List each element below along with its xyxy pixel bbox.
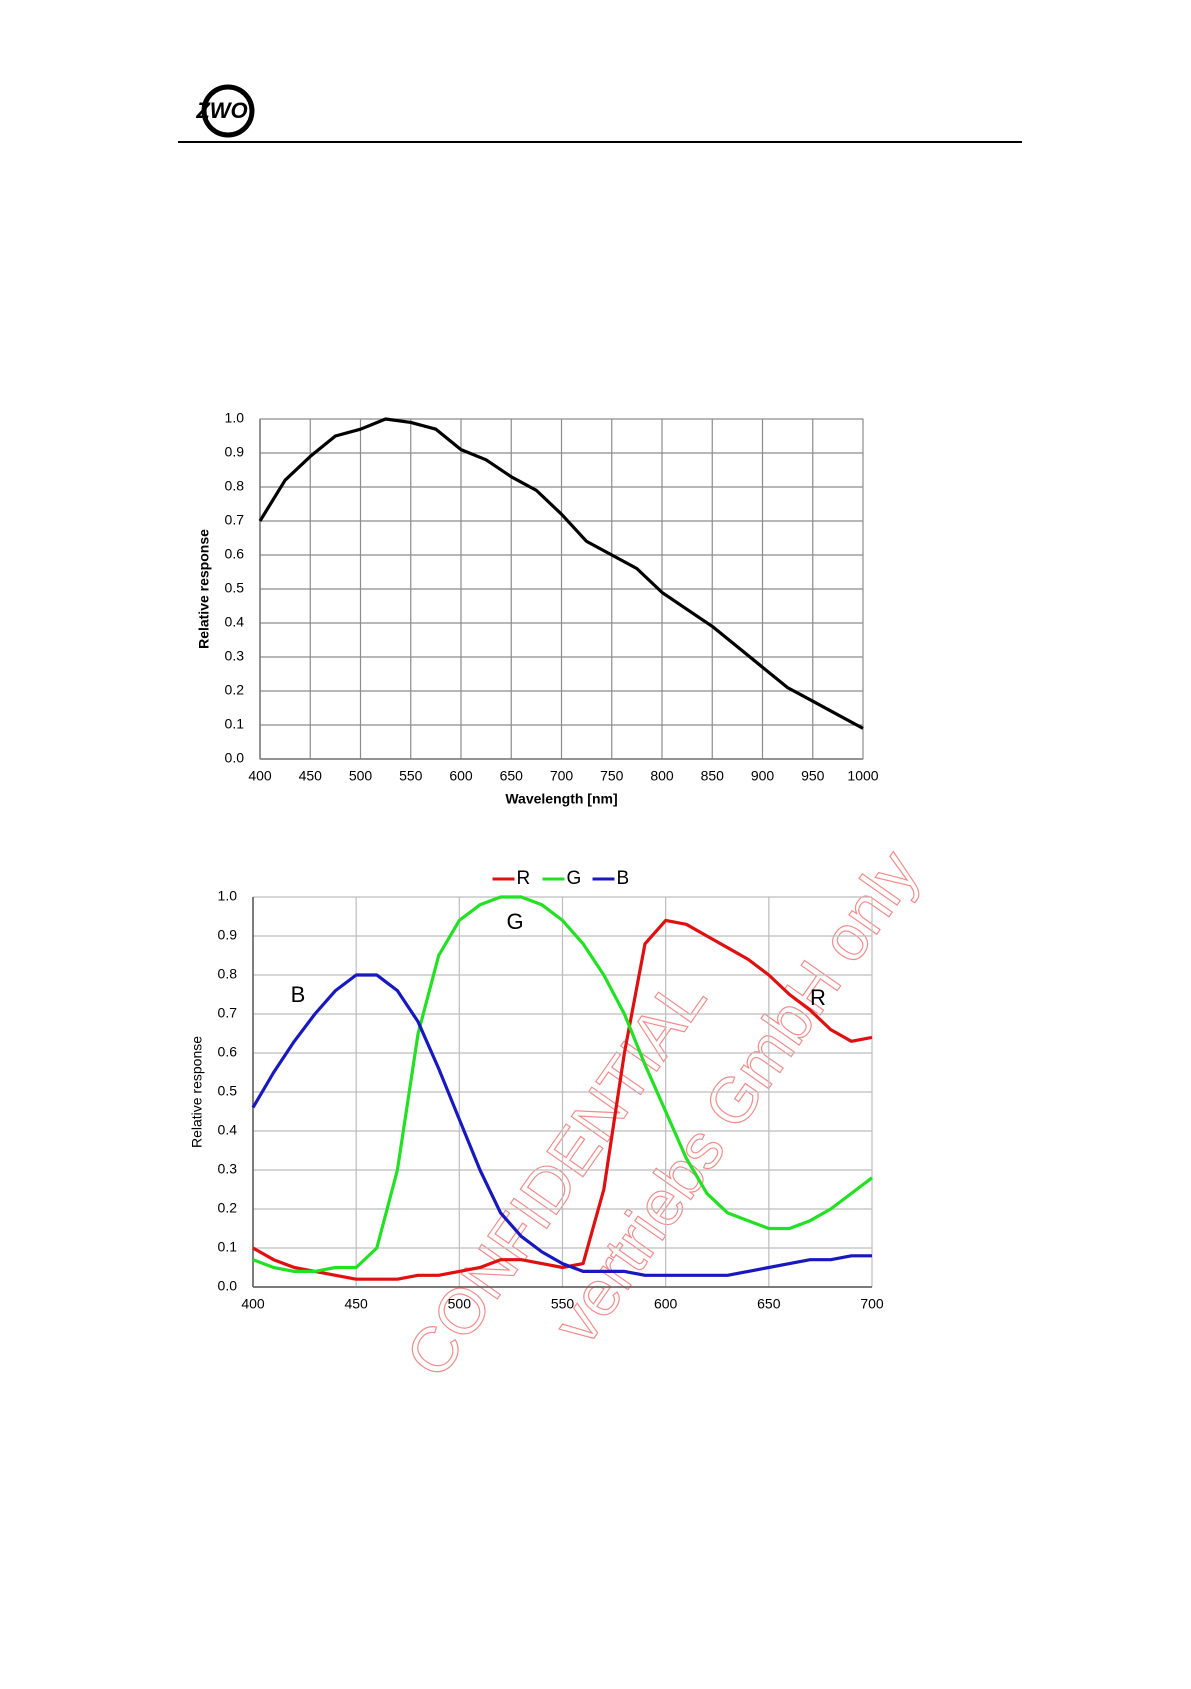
y-tick-label: 0.7 <box>225 512 245 528</box>
x-tick-label: 650 <box>500 768 524 784</box>
x-tick-label: 650 <box>757 1296 781 1312</box>
y-tick-label: 0.7 <box>218 1005 238 1021</box>
x-tick-label: 500 <box>349 768 373 784</box>
x-tick-label: 700 <box>550 768 574 784</box>
x-tick-label: 450 <box>299 768 323 784</box>
series-line <box>258 417 864 730</box>
y-tick-label: 0.6 <box>218 1044 238 1060</box>
y-axis-title: Relative response <box>189 1036 205 1148</box>
y-tick-label: 0.9 <box>225 444 245 460</box>
y-tick-label: 0.6 <box>225 546 245 562</box>
plot-frame <box>259 418 864 760</box>
y-tick-label: 0.2 <box>218 1200 238 1216</box>
y-tick-label: 0.0 <box>225 750 245 766</box>
x-tick-label: 900 <box>751 768 775 784</box>
series-line <box>252 918 873 1281</box>
logo: ZWO <box>195 84 255 138</box>
series-line <box>251 973 872 1277</box>
x-tick-label: 550 <box>399 768 423 784</box>
y-tick-label: 0.2 <box>225 682 245 698</box>
y-tick-label: 0.9 <box>218 927 238 943</box>
legend-label: R <box>517 868 531 889</box>
x-tick-label: 550 <box>551 1296 575 1312</box>
x-tick-label: 500 <box>448 1296 472 1312</box>
legend-label: G <box>567 868 582 889</box>
x-tick-label: 700 <box>860 1296 884 1312</box>
y-tick-label: 0.1 <box>218 1239 238 1255</box>
annotation: G <box>506 909 523 934</box>
y-tick-label: 1.0 <box>218 888 238 904</box>
x-tick-label: 400 <box>241 1296 265 1312</box>
y-tick-label: 0.5 <box>218 1083 238 1099</box>
logo-ring <box>201 84 255 138</box>
x-tick-label: 1000 <box>847 768 878 784</box>
y-tick-label: 0.3 <box>218 1161 238 1177</box>
logo-text: ZWO <box>195 98 247 123</box>
legend-label: B <box>617 868 630 889</box>
series-line <box>252 895 873 1273</box>
x-axis-title: Wavelength [nm] <box>505 791 617 807</box>
y-tick-label: 0.3 <box>225 648 245 664</box>
x-tick-label: 950 <box>801 768 825 784</box>
y-tick-label: 0.0 <box>218 1278 238 1294</box>
y-axis-title: Relative response <box>196 529 212 649</box>
x-tick-label: 750 <box>600 768 624 784</box>
y-tick-label: 0.4 <box>218 1122 238 1138</box>
y-tick-label: 0.4 <box>225 614 245 630</box>
y-tick-label: 0.5 <box>225 580 245 596</box>
x-tick-label: 600 <box>449 768 473 784</box>
x-tick-label: 800 <box>650 768 674 784</box>
annotation: B <box>291 982 306 1007</box>
y-tick-label: 1.0 <box>225 410 245 426</box>
annotation: R <box>810 985 826 1010</box>
y-tick-label: 0.8 <box>218 966 238 982</box>
x-tick-label: 450 <box>344 1296 368 1312</box>
x-tick-label: 600 <box>654 1296 678 1312</box>
x-tick-label: 400 <box>248 768 272 784</box>
x-tick-label: 850 <box>701 768 725 784</box>
y-tick-label: 0.1 <box>225 716 245 732</box>
y-tick-label: 0.8 <box>225 478 245 494</box>
